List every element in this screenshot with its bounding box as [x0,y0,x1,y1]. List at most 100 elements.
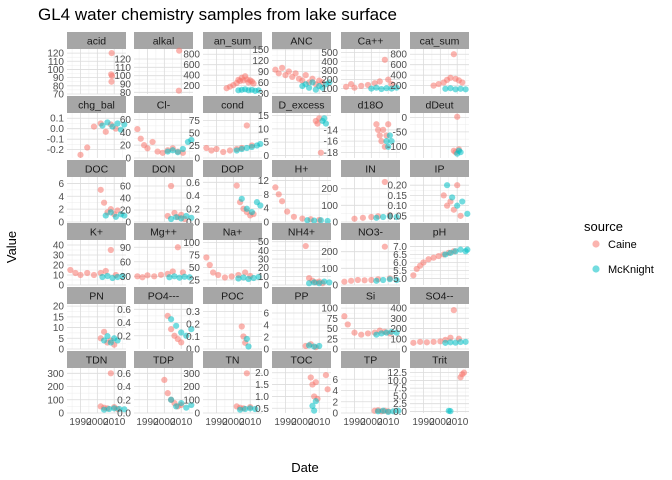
data-point-caine [443,202,451,209]
data-point-caine [314,120,321,127]
x-tick-label: 1990 [274,417,297,428]
y-tick-label: 600 [183,60,200,71]
data-point-mcknight [317,217,324,224]
y-tick-label: 0 [58,409,64,420]
data-point-mcknight [173,214,180,221]
y-tick-label: 40 [120,128,132,139]
y-tick-label: 0.0 [186,345,200,356]
data-point-caine [344,321,351,328]
x-tick-label: 2000 [360,417,383,428]
facet-strip [410,287,469,304]
data-point-mcknight [100,337,108,344]
data-point-caine [275,191,282,198]
facet-strip [203,223,262,240]
data-point-caine [97,186,104,193]
data-point-mcknight [167,396,175,403]
data-point-mcknight [380,407,387,414]
x-tick-label: 2010 [377,417,400,428]
data-point-mcknight [183,332,190,339]
y-tick-label: 20 [120,206,132,217]
y-tick-label: 70 [53,90,65,101]
y-tick-label: 0 [332,409,338,420]
data-point-caine [178,339,185,346]
facet-strip [67,160,126,177]
y-tick-label: 0 [58,345,64,356]
data-point-mcknight [378,85,385,93]
data-point-mcknight [188,326,195,333]
data-point-caine [450,206,457,213]
facet-strip [203,160,262,177]
data-point-mcknight [393,276,400,284]
y-tick-label: 100 [321,264,338,275]
y-tick-label: -16 [324,137,339,148]
y-tick-label: 0 [263,345,269,356]
facet-panel-cl: Cl- 0 20 40 60 [120,96,195,165]
y-tick-label: 40 [53,241,65,252]
facet-strip-label: TN [226,355,240,367]
y-tick-label: 600 [390,60,407,71]
y-tick-label: 100 [183,395,200,406]
facet-strip-label: PP [294,291,308,303]
data-point-caine [437,338,444,345]
y-tick-label: 6 [58,179,64,190]
y-tick-label: 0 [194,409,200,420]
data-point-mcknight [388,328,395,335]
y-tick-label: 0.1 [50,114,64,125]
data-point-caine [430,82,437,89]
facet-strip-label: POC [221,291,244,303]
y-tick-label: 0.2 [186,204,200,215]
data-point-mcknight [383,329,390,336]
y-tick-label: 0 [263,151,269,162]
facet-strip-label: Trit [432,355,447,367]
data-point-mcknight [462,86,469,93]
facet-strip-label: PN [89,291,104,303]
y-tick-label: 150 [252,45,269,56]
data-point-caine [108,72,116,80]
facet-strip-label: IP [435,164,445,176]
facet-panel-no3: NO3- 0 100 200 [321,223,400,292]
data-point-mcknight [257,202,264,209]
x-tick-label: 2000 [153,417,176,428]
data-point-caine [151,273,158,280]
facet-strip-label: an_sum [214,36,252,48]
facet-strip [272,96,331,113]
data-point-mcknight [311,279,318,286]
data-point-mcknight [167,316,175,323]
y-tick-label: 2 [58,205,64,216]
y-tick-label: 60 [120,115,132,126]
data-point-caine [454,113,461,120]
data-point-caine [457,212,464,219]
data-point-mcknight [443,182,451,189]
data-point-mcknight [373,331,380,338]
facet-strip-label: SO4-- [425,291,454,303]
data-point-mcknight [255,87,262,94]
y-tick-label: 40 [120,194,132,205]
data-point-caine [341,278,348,285]
y-tick-label: 110 [115,63,131,74]
data-point-mcknight [393,213,400,221]
y-tick-label: 2.5 [393,399,407,410]
y-tick-label: -50 [393,127,408,138]
y-tick-label: 100 [321,84,338,95]
y-tick-label: -0.1 [47,135,65,146]
y-tick-label: 5.0 [393,391,407,402]
y-tick-label: 0 [332,281,338,292]
y-tick-label: 75 [327,314,339,325]
data-point-caine [388,81,395,88]
data-point-caine [77,151,84,158]
data-point-caine [161,376,168,384]
facet-strip [67,223,126,240]
data-point-caine [420,259,427,266]
y-tick-label: 0 [401,113,407,124]
y-tick-label: 0.6 [117,305,131,316]
facet-strip [67,351,126,368]
facet-strip [341,96,400,113]
data-point-caine [322,372,330,379]
y-tick-label: 400 [321,57,338,68]
data-point-mcknight [383,138,390,145]
y-tick-label: 300 [183,369,200,380]
data-point-caine [203,144,210,152]
